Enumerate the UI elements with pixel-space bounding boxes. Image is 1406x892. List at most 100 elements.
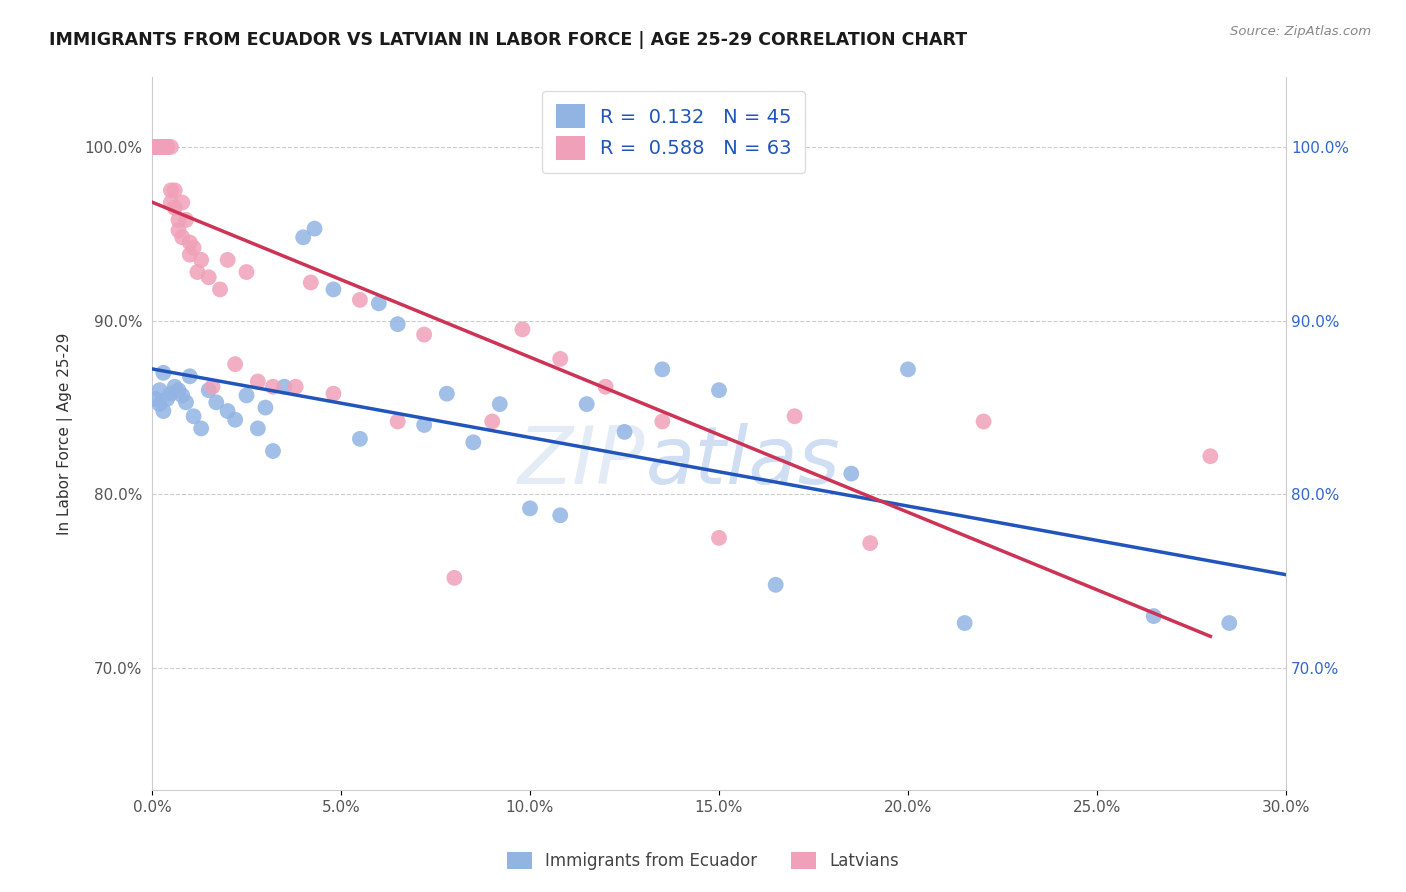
Text: IMMIGRANTS FROM ECUADOR VS LATVIAN IN LABOR FORCE | AGE 25-29 CORRELATION CHART: IMMIGRANTS FROM ECUADOR VS LATVIAN IN LA… <box>49 31 967 49</box>
Point <box>179 235 201 250</box>
Point <box>197 383 219 397</box>
Point <box>1218 615 1240 630</box>
Point <box>413 327 436 342</box>
Point <box>235 388 257 402</box>
Point <box>152 140 174 154</box>
Point <box>299 276 322 290</box>
Point <box>205 395 228 409</box>
Point <box>167 213 190 227</box>
Point <box>152 140 174 154</box>
Point <box>765 578 787 592</box>
Point <box>152 140 174 154</box>
Point <box>209 282 232 296</box>
Point <box>651 362 673 376</box>
Point <box>167 223 190 237</box>
Point <box>897 362 920 376</box>
Point <box>707 383 730 397</box>
Point <box>246 421 269 435</box>
Point <box>190 421 212 435</box>
Text: ZIP: ZIP <box>517 423 645 501</box>
Point <box>481 415 503 429</box>
Point <box>262 380 284 394</box>
Point <box>217 404 239 418</box>
Point <box>839 467 862 481</box>
Point <box>322 282 344 296</box>
Point <box>145 140 167 154</box>
Point <box>145 140 167 154</box>
Point <box>436 386 458 401</box>
Point <box>148 140 170 154</box>
Point <box>148 140 170 154</box>
Point <box>235 265 257 279</box>
Point <box>519 501 541 516</box>
Point <box>148 140 170 154</box>
Point <box>172 230 194 244</box>
Point <box>953 615 976 630</box>
Point <box>254 401 277 415</box>
Point <box>145 140 167 154</box>
Point <box>1143 609 1166 624</box>
Point <box>160 386 183 401</box>
Point <box>148 383 170 397</box>
Point <box>413 417 436 432</box>
Point <box>186 265 208 279</box>
Point <box>349 293 371 307</box>
Point <box>145 140 167 154</box>
Point <box>651 415 673 429</box>
Y-axis label: In Labor Force | Age 25-29: In Labor Force | Age 25-29 <box>58 333 73 535</box>
Point <box>246 375 269 389</box>
Point <box>304 221 326 235</box>
Point <box>156 140 179 154</box>
Point <box>183 409 205 424</box>
Text: Source: ZipAtlas.com: Source: ZipAtlas.com <box>1230 25 1371 38</box>
Point <box>163 201 186 215</box>
Point <box>152 366 174 380</box>
Point <box>322 386 344 401</box>
Text: atlas: atlas <box>645 423 839 501</box>
Point <box>156 392 179 406</box>
Point <box>349 432 371 446</box>
Point <box>284 380 307 394</box>
Point <box>145 140 167 154</box>
Point <box>179 248 201 262</box>
Point <box>156 140 179 154</box>
Point <box>548 508 571 523</box>
Point <box>783 409 806 424</box>
Point <box>174 395 197 409</box>
Point <box>292 230 315 244</box>
Point <box>488 397 510 411</box>
Point <box>190 252 212 267</box>
Point <box>548 351 571 366</box>
Point <box>160 140 183 154</box>
Point <box>160 195 183 210</box>
Point <box>172 388 194 402</box>
Legend: Immigrants from Ecuador, Latvians: Immigrants from Ecuador, Latvians <box>501 845 905 877</box>
Point <box>148 140 170 154</box>
Point <box>163 380 186 394</box>
Point <box>183 241 205 255</box>
Point <box>387 415 409 429</box>
Point <box>145 140 167 154</box>
Point <box>367 296 389 310</box>
Point <box>152 140 174 154</box>
Point <box>167 383 190 397</box>
Point <box>512 322 534 336</box>
Point <box>148 140 170 154</box>
Point <box>859 536 882 550</box>
Point <box>217 252 239 267</box>
Point <box>145 140 167 154</box>
Point <box>262 444 284 458</box>
Point <box>152 140 174 154</box>
Point <box>148 140 170 154</box>
Point <box>595 380 617 394</box>
Point <box>443 571 465 585</box>
Point <box>1199 449 1222 463</box>
Point <box>152 404 174 418</box>
Point <box>463 435 485 450</box>
Point <box>148 140 170 154</box>
Point <box>973 415 995 429</box>
Point <box>163 183 186 197</box>
Point <box>156 140 179 154</box>
Point <box>145 392 167 406</box>
Point <box>575 397 598 411</box>
